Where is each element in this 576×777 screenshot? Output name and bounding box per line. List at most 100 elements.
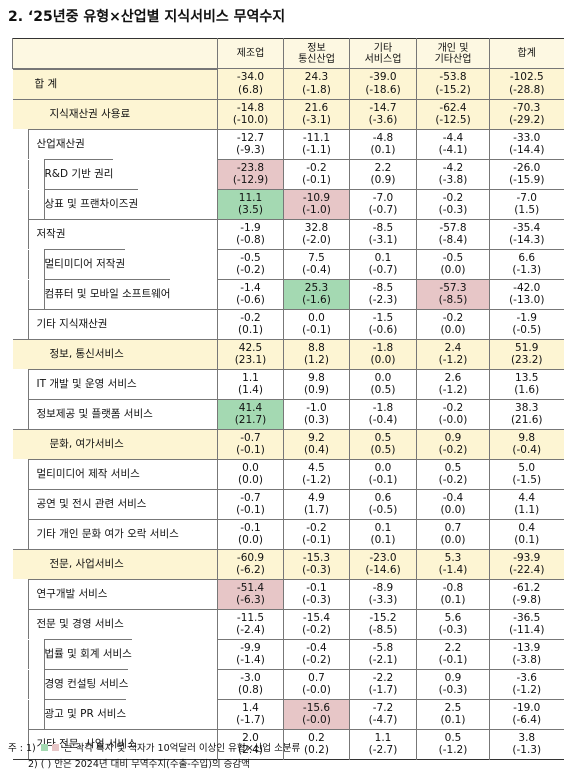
value-cell: -4.4 (-4.1) (416, 128, 490, 159)
balance-value: 38.3 (515, 401, 539, 414)
value-cell: -7.2 (-4.7) (349, 698, 417, 729)
balance-change: (23.2) (510, 354, 543, 366)
table-row: 멀티미디어 저작권 -0.5 (-0.2) 7.5 (-0.4) 0.1 (-0.7) -0.… (13, 248, 564, 279)
balance-change: (-14.3) (509, 234, 545, 246)
balance-change: (0.0) (370, 354, 396, 366)
table-row: 정보, 통신서비스 42.5 (23.1) 8.8 (1.2) -1.8 (0.0) 2.4(… (12, 338, 564, 369)
balance-value: -12.7 (236, 131, 265, 144)
balance-change: (-9.8) (512, 594, 542, 606)
row-label: 문화, 여가서비스 (49, 438, 124, 451)
balance-value: -7.0 (516, 191, 538, 204)
value-cell: 0.0 (-0.1) (349, 458, 417, 489)
balance-value: -62.4 (439, 101, 467, 114)
value-cell: -61.2 (-9.8) (489, 578, 564, 609)
balance-value: -1.9 (240, 221, 261, 234)
label-box: 지식재산권 사용료 (12, 99, 217, 129)
balance-change: (0.5) (370, 384, 396, 396)
balance-value: 24.3 (304, 71, 329, 84)
balance-change: (-0.4) (512, 444, 542, 456)
row-label-cell: 컴퓨터 및 모바일 소프트웨어 (13, 279, 218, 309)
balance-value: -0.1 (306, 581, 327, 594)
balance-value: -34.0 (236, 71, 265, 84)
balance-value: -15.2 (369, 611, 397, 624)
balance-change: (-1.8) (302, 83, 331, 96)
value-cell: -12.7 (-9.3) (217, 128, 284, 159)
table-row: 상표 및 프랜차이즈권 11.1 (3.5) -10.9 (-1.0) -7.0 (-0.7… (13, 188, 564, 219)
indent-box: 기타 전문, 사업 서비스 (27, 729, 217, 759)
indent-box: 공연 및 전시 관련 서비스 (27, 489, 217, 519)
value-cell: -2.2 (-1.7) (349, 668, 417, 699)
balance-change: (-0.2) (438, 474, 468, 486)
value-cell: 5.0 (-1.5) (489, 458, 564, 489)
row-label: R&D 기반 권리 (44, 168, 114, 181)
value-cell: -0.4 (-0.2) (283, 638, 350, 669)
row-label-cell: 정보제공 및 플랫폼 서비스 (13, 399, 218, 429)
balance-change: (-10.0) (232, 114, 269, 126)
balance-value: 11.1 (238, 191, 263, 204)
balance-value: 0.7 (444, 521, 462, 534)
value-cell: -0.8 (0.1) (416, 578, 490, 609)
balance-change: (1.5) (514, 204, 540, 216)
note-line: 2) ( ) 안은 2024년 대비 무역수지(수출-수입)의 증감액 (8, 757, 300, 773)
table-row: 컴퓨터 및 모바일 소프트웨어 -1.4 (-0.6) 25.3 (-1.6) -8.5(… (13, 278, 564, 309)
value-cell: -8.9 (-3.3) (349, 578, 417, 609)
balance-value: 0.1 (374, 521, 392, 534)
balance-value: -13.9 (513, 641, 541, 654)
value-cell: 42.5 (23.1) (217, 338, 284, 369)
value-cell: 0.9 (-0.3) (416, 668, 490, 699)
balance-value: 3.8 (518, 731, 536, 744)
balance-value: 0.0 (242, 461, 259, 474)
balance-change: (0.0) (440, 264, 466, 276)
value-cell: 0.7 (-0.0) (283, 668, 350, 699)
balance-change: (-14.6) (365, 564, 401, 576)
indent-box: 컴퓨터 및 모바일 소프트웨어 (27, 279, 218, 309)
indent-box: 상표 및 프랜차이즈권 (43, 189, 139, 219)
balance-change: (-3.8) (512, 654, 542, 666)
indent-box: 경영 컨설팅 서비스 (43, 669, 129, 699)
row-label-cell: 광고 및 PR 서비스 (13, 699, 218, 729)
balance-value: 1.1 (374, 731, 392, 744)
row-label-cell: 멀티미디어 저작권 (13, 249, 218, 279)
value-cell: -70.3 (-29.2) (489, 98, 564, 129)
balance-change: (0.0) (440, 534, 466, 546)
note-prefix: 주 : 1) (8, 743, 36, 754)
value-cell: -62.4 (-12.5) (416, 98, 490, 129)
balance-change: (-15.2) (435, 83, 471, 96)
balance-value: 2.2 (374, 161, 392, 174)
balance-change: (-0.6) (236, 294, 265, 306)
indent-box: 법률 및 회계 서비스 (27, 639, 218, 669)
balance-change: (-1.5) (512, 474, 542, 486)
balance-value: -0.2 (306, 161, 327, 174)
balance-change: (0.4) (304, 444, 329, 456)
row-label-cell: 저작권 (13, 219, 218, 249)
value-cell: -35.4 (-14.3) (489, 218, 564, 249)
value-cell: -0.5 (-0.2) (217, 248, 284, 279)
balance-change: (0.9) (304, 384, 329, 396)
table-row: 멀티미디어 제작 서비스 0.0 (0.0) 4.5 (-1.2) 0.0 (-0.1) 0.… (13, 458, 564, 489)
value-cell: 5.6 (-0.3) (416, 608, 490, 639)
balance-value: -60.9 (236, 551, 265, 564)
balance-change: (-2.3) (368, 294, 398, 306)
balance-value: -0.7 (240, 491, 261, 504)
row-label: 기타 지식재산권 (36, 318, 108, 331)
value-cell: 2.5 (0.1) (416, 698, 490, 729)
value-cell: -10.9 (-1.0) (283, 188, 350, 219)
indent-box: 기타 지식재산권 (27, 309, 217, 339)
value-cell: -23.8 (-12.9) (217, 158, 284, 189)
value-cell: -0.2 (-0.3) (416, 188, 490, 219)
value-cell: -1.8 (0.0) (349, 338, 417, 369)
label-box: 합 계 (12, 69, 217, 99)
value-cell: -0.2 (0.0) (416, 308, 490, 339)
balance-change: (0.0) (440, 504, 466, 516)
balance-change: (-1.2) (438, 354, 468, 366)
column-header: 제조업 (217, 38, 284, 69)
balance-change: (-1.1) (302, 144, 331, 156)
indent-box: 저작권 (27, 219, 217, 249)
row-label-cell: 상표 및 프랜차이즈권 (13, 189, 218, 219)
balance-change: (0.1) (440, 714, 466, 726)
value-cell: -42.0 (-13.0) (489, 278, 564, 309)
surplus-swatch (40, 744, 48, 751)
balance-value: -8.5 (372, 281, 394, 294)
balance-change: (21.7) (234, 414, 267, 426)
indent-box: 연구개발 서비스 (27, 579, 217, 609)
